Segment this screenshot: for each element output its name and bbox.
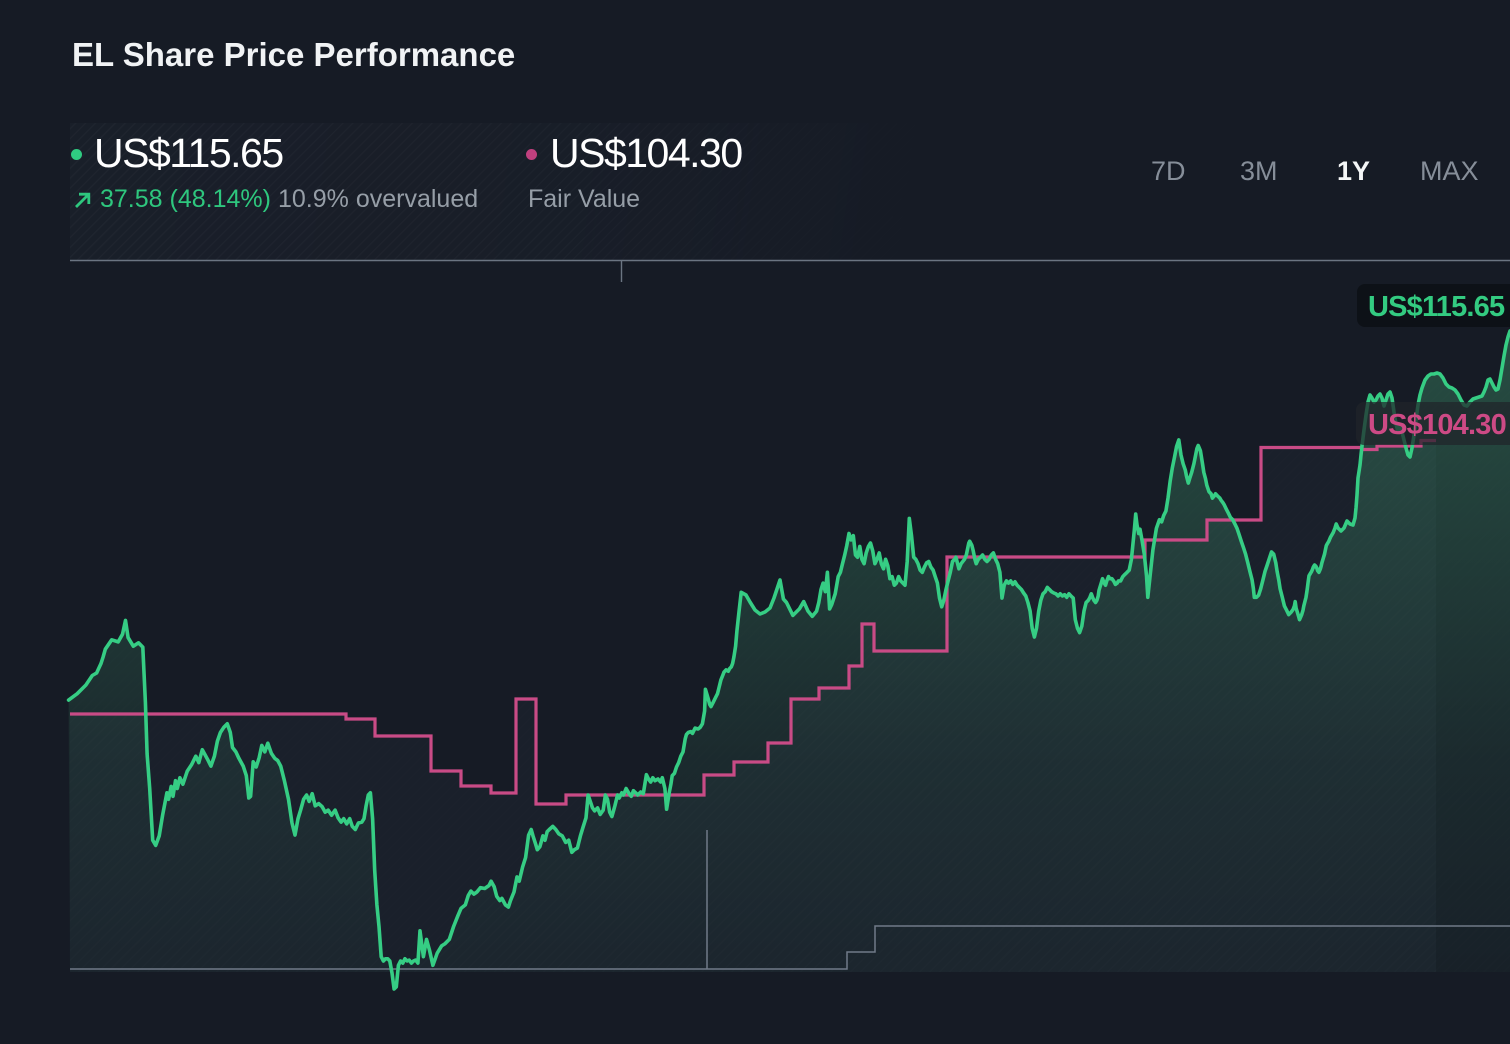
svg-text:US$115.65: US$115.65 [1368, 291, 1505, 323]
svg-text:US$104.30: US$104.30 [1368, 409, 1506, 441]
